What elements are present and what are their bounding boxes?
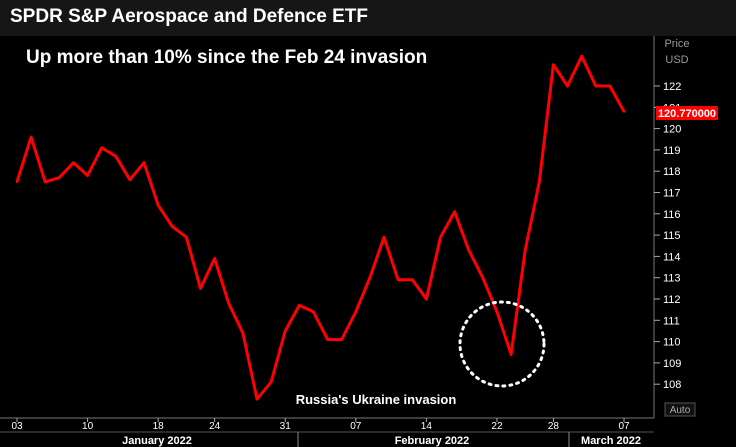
- price-point: [340, 338, 343, 341]
- price-point: [396, 278, 400, 282]
- price-point: [467, 248, 470, 252]
- price-point: [411, 278, 414, 282]
- month-label: March 2022: [581, 435, 641, 447]
- auto-button[interactable]: Auto: [664, 402, 696, 417]
- price-point: [326, 338, 329, 341]
- price-point: [523, 248, 527, 252]
- price-point: [269, 380, 273, 384]
- price-point: [481, 276, 485, 279]
- y-tick-label: 117: [663, 188, 681, 200]
- price-point: [312, 310, 315, 313]
- price-point: [86, 174, 89, 177]
- price-point: [284, 329, 287, 333]
- price-point: [100, 146, 103, 149]
- auto-button-label: Auto: [670, 405, 691, 416]
- price-point: [622, 110, 626, 113]
- price-point: [538, 180, 541, 184]
- price-point: [58, 176, 61, 179]
- invasion-annotation: Russia's Ukraine invasion: [296, 392, 457, 407]
- current-price-bg: [656, 106, 718, 120]
- price-point: [608, 84, 612, 88]
- y-tick-label: 113: [663, 273, 681, 285]
- price-point: [227, 302, 230, 305]
- y-tick-label: 116: [663, 209, 681, 221]
- price-point: [142, 161, 146, 164]
- y-tick-label: 111: [663, 315, 680, 327]
- price-point: [156, 204, 160, 207]
- x-tick-label: 07: [618, 421, 630, 432]
- auto-button-bg: [664, 402, 696, 417]
- y-tick-label: 112: [663, 294, 681, 306]
- x-tick-label: 03: [11, 421, 23, 432]
- chart-subtitle: Up more than 10% since the Feb 24 invasi…: [26, 47, 427, 68]
- price-point: [128, 178, 132, 181]
- x-tick-label: 31: [280, 421, 292, 432]
- y-tick-label: 115: [663, 230, 681, 242]
- x-tick-label: 14: [421, 421, 433, 432]
- y-tick-label: 108: [663, 379, 681, 391]
- current-price-text: 120.770000: [658, 108, 716, 120]
- price-point: [241, 331, 245, 335]
- price-point: [495, 310, 499, 313]
- x-tick-label: 07: [350, 421, 362, 432]
- price-point: [439, 236, 442, 239]
- price-point: [509, 353, 513, 356]
- price-point: [354, 310, 357, 313]
- y-tick-label: 120: [663, 124, 681, 136]
- price-point: [114, 155, 118, 158]
- price-point: [29, 135, 33, 139]
- current-price-label: 120.770000: [656, 106, 718, 120]
- y-tick-label: 110: [663, 337, 681, 349]
- price-point: [44, 180, 47, 184]
- price-point: [15, 180, 19, 184]
- price-point: [298, 304, 301, 307]
- y-tick-label: 119: [663, 145, 681, 157]
- price-point: [255, 397, 259, 401]
- price-point: [368, 276, 372, 279]
- y-tick-label: 109: [663, 358, 681, 370]
- price-point: [580, 54, 583, 58]
- price-point: [185, 236, 188, 239]
- x-tick-label: 22: [491, 421, 503, 432]
- chart-title: SPDR S&P Aerospace and Defence ETF: [10, 6, 368, 27]
- price-point: [199, 287, 202, 290]
- axis-unit-currency: USD: [665, 54, 688, 66]
- price-point: [382, 236, 386, 239]
- price-point: [594, 84, 597, 88]
- price-point: [425, 297, 428, 301]
- axis-unit-price: Price: [664, 38, 689, 50]
- x-tick-label: 24: [209, 421, 221, 432]
- y-tick-label: 118: [663, 166, 681, 178]
- price-point: [453, 210, 456, 213]
- price-series-line: [15, 54, 626, 401]
- invasion-highlight-circle: [458, 300, 546, 388]
- y-tick-label: 122: [663, 81, 681, 93]
- price-point: [552, 63, 555, 66]
- price-point: [566, 84, 569, 88]
- x-tick-label: 28: [548, 421, 560, 432]
- x-tick-label: 18: [153, 421, 165, 432]
- month-label: January 2022: [122, 435, 192, 447]
- y-tick-label: 114: [663, 251, 681, 263]
- title-bar: SPDR S&P Aerospace and Defence ETF: [0, 0, 736, 36]
- price-point: [171, 225, 174, 228]
- price-point: [213, 257, 216, 260]
- price-point: [72, 161, 75, 164]
- x-tick-label: 10: [82, 421, 94, 432]
- month-label: February 2022: [395, 435, 470, 447]
